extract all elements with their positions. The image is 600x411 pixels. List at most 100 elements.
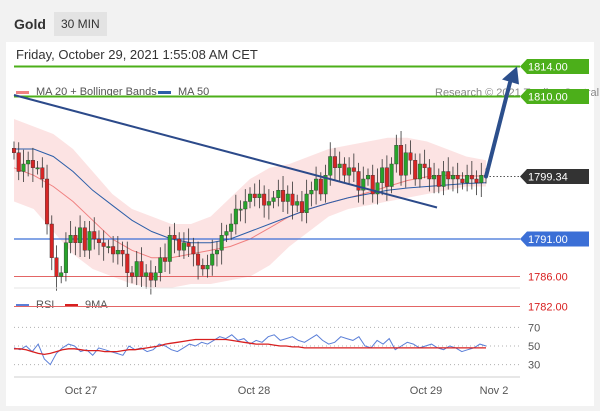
candle-body xyxy=(182,243,186,251)
candle-body xyxy=(78,228,82,243)
candle-body xyxy=(395,145,399,164)
candle-body xyxy=(177,239,181,250)
candle-body xyxy=(12,148,16,153)
candle-body xyxy=(456,175,460,179)
candle-body xyxy=(470,175,474,179)
candle-body xyxy=(36,168,40,169)
candle-body xyxy=(97,239,101,243)
candle-body xyxy=(333,157,337,168)
candle-body xyxy=(300,202,304,213)
candle-body xyxy=(225,232,229,236)
candle-body xyxy=(111,247,115,255)
candle-body xyxy=(295,202,299,206)
candle-body xyxy=(168,235,172,261)
candle-body xyxy=(144,273,148,277)
candle-body xyxy=(277,190,281,198)
candle-body xyxy=(50,224,54,258)
candle-body xyxy=(187,243,191,247)
candle-body xyxy=(291,194,295,205)
candle-body xyxy=(248,194,252,202)
x-tick-label: Nov 2 xyxy=(480,385,509,397)
candle-body xyxy=(253,194,257,198)
candle-body xyxy=(310,190,314,194)
candle-body xyxy=(173,235,177,239)
candle-body xyxy=(305,194,309,213)
candle-body xyxy=(64,243,68,273)
x-tick-label: Oct 28 xyxy=(238,385,270,397)
rsi-tick-label: 30 xyxy=(528,360,540,372)
candle-body xyxy=(26,160,30,164)
candle-body xyxy=(475,179,479,183)
candle-body xyxy=(413,160,417,179)
candle-body xyxy=(262,194,266,205)
candle-body xyxy=(107,247,111,248)
candle-body xyxy=(404,153,408,176)
candle-body xyxy=(234,209,238,224)
candle-body xyxy=(83,228,87,251)
candle-body xyxy=(338,164,342,168)
candle-body xyxy=(281,190,285,201)
candle-body xyxy=(41,168,45,179)
rsi-ma9-line xyxy=(14,340,486,355)
forecast-arrow-head xyxy=(502,67,519,85)
candle-body xyxy=(140,262,144,277)
candle-body xyxy=(196,254,200,265)
candle-body xyxy=(125,254,129,273)
candle-body xyxy=(69,235,73,243)
candle-body xyxy=(45,179,49,224)
candle-body xyxy=(267,202,271,206)
candle-body xyxy=(135,262,139,277)
candle-body xyxy=(286,194,290,202)
candle-body xyxy=(385,168,389,187)
candle-body xyxy=(437,175,441,186)
candle-body xyxy=(399,145,403,175)
rsi-tick-label: 50 xyxy=(528,341,540,353)
candle-body xyxy=(347,168,351,176)
candle-body xyxy=(409,153,413,161)
candle-body xyxy=(446,172,450,180)
candle-body xyxy=(92,232,96,240)
resistance-label-1814: 1814.00 xyxy=(528,62,568,74)
candle-body xyxy=(328,157,332,176)
candle-body xyxy=(343,164,347,175)
candle-body xyxy=(442,172,446,187)
candle-body xyxy=(465,175,469,183)
candle-body xyxy=(229,224,233,232)
candle-body xyxy=(210,254,214,265)
candle-body xyxy=(461,179,465,183)
resistance-label-1810: 1810.00 xyxy=(528,92,568,104)
candle-body xyxy=(258,194,262,198)
candle-body xyxy=(418,164,422,179)
support-label-1786: 1786.00 xyxy=(528,272,568,284)
candle-body xyxy=(319,179,323,194)
candle-body xyxy=(31,160,35,168)
candle-body xyxy=(390,164,394,187)
candle-body xyxy=(149,273,153,281)
support-label-1791: 1791.00 xyxy=(528,234,568,246)
candle-body xyxy=(352,168,356,172)
candle-body xyxy=(432,175,436,179)
x-tick-label: Oct 29 xyxy=(410,385,442,397)
candle-body xyxy=(380,168,384,183)
candle-body xyxy=(243,202,247,210)
candle-body xyxy=(272,198,276,202)
current-price-label: 1799.34 xyxy=(528,171,568,183)
candle-body xyxy=(102,243,106,247)
candle-body xyxy=(479,175,483,183)
candle-body xyxy=(17,153,21,172)
candle-body xyxy=(423,164,427,168)
candle-body xyxy=(206,265,210,269)
candle-body xyxy=(428,168,432,179)
support-label-1782: 1782.00 xyxy=(528,302,568,314)
candle-body xyxy=(163,258,167,262)
candle-body xyxy=(22,164,26,172)
candle-body xyxy=(192,247,196,255)
rsi-tick-label: 70 xyxy=(528,322,540,334)
candle-body xyxy=(154,273,158,281)
candle-body xyxy=(314,179,318,190)
candle-body xyxy=(130,273,134,277)
candle-body xyxy=(239,209,243,210)
candle-body xyxy=(220,235,224,250)
